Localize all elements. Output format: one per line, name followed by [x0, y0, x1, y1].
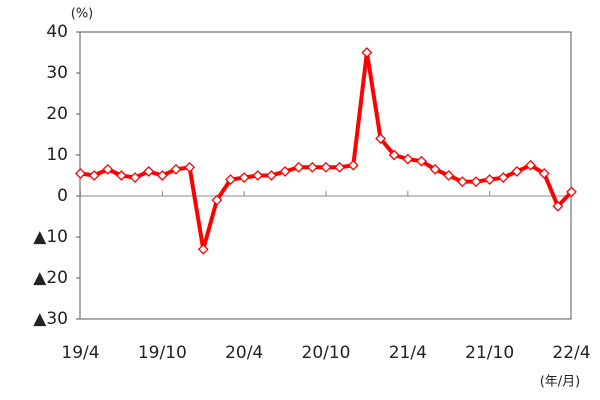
- marker: [402, 153, 414, 165]
- y-tick-label: ▲10: [33, 227, 68, 247]
- marker: [470, 176, 482, 188]
- x-tick-label: 20/4: [225, 343, 263, 363]
- y-tick-label: ▲30: [33, 309, 68, 329]
- marker: [102, 163, 114, 175]
- marker: [566, 186, 577, 198]
- y-tick-label: 0: [57, 186, 68, 206]
- marker: [266, 170, 277, 181]
- x-tick-label: 19/10: [138, 343, 187, 363]
- marker: [538, 168, 550, 179]
- marker: [156, 170, 168, 181]
- marker: [361, 47, 373, 58]
- x-tick-label: 21/10: [465, 343, 514, 363]
- marker: [88, 170, 100, 181]
- y-tick-label: 20: [46, 104, 68, 124]
- x-tick-label: 22/4: [552, 343, 590, 363]
- x-tick-label: 19/4: [61, 343, 99, 363]
- marker: [443, 170, 455, 181]
- marker: [511, 165, 523, 177]
- y-unit: (%): [71, 7, 94, 22]
- plot-frame: [79, 31, 572, 320]
- marker: [170, 163, 182, 175]
- marker: [525, 159, 537, 171]
- line: [80, 50, 573, 252]
- marker: [225, 174, 236, 186]
- marker: [552, 200, 564, 212]
- marker: [347, 159, 359, 171]
- marker: [293, 161, 305, 173]
- marker: [129, 172, 141, 183]
- y-tick-label: 10: [46, 145, 68, 165]
- marker: [143, 165, 155, 177]
- x-tick-label: 20/10: [302, 343, 351, 363]
- marker: [306, 161, 318, 173]
- x-tick-label: 21/4: [389, 343, 427, 363]
- marker: [238, 172, 250, 183]
- marker: [211, 194, 223, 206]
- marker: [334, 161, 346, 173]
- y-tick-label: 40: [46, 22, 68, 42]
- marker: [184, 161, 196, 173]
- marker: [429, 163, 441, 175]
- marker: [279, 165, 291, 177]
- y-tick-label: 30: [46, 63, 68, 83]
- marker: [75, 168, 86, 179]
- marker: [497, 172, 509, 183]
- marker: [375, 133, 386, 145]
- marker: [388, 149, 400, 161]
- marker: [484, 174, 496, 186]
- x-unit: (年/月): [540, 375, 581, 390]
- marker: [320, 161, 332, 173]
- marker: [252, 170, 264, 181]
- y-tick-label: ▲20: [33, 268, 68, 288]
- marker: [115, 170, 127, 181]
- marker: [197, 243, 209, 255]
- marker: [416, 155, 427, 167]
- marker: [456, 176, 468, 188]
